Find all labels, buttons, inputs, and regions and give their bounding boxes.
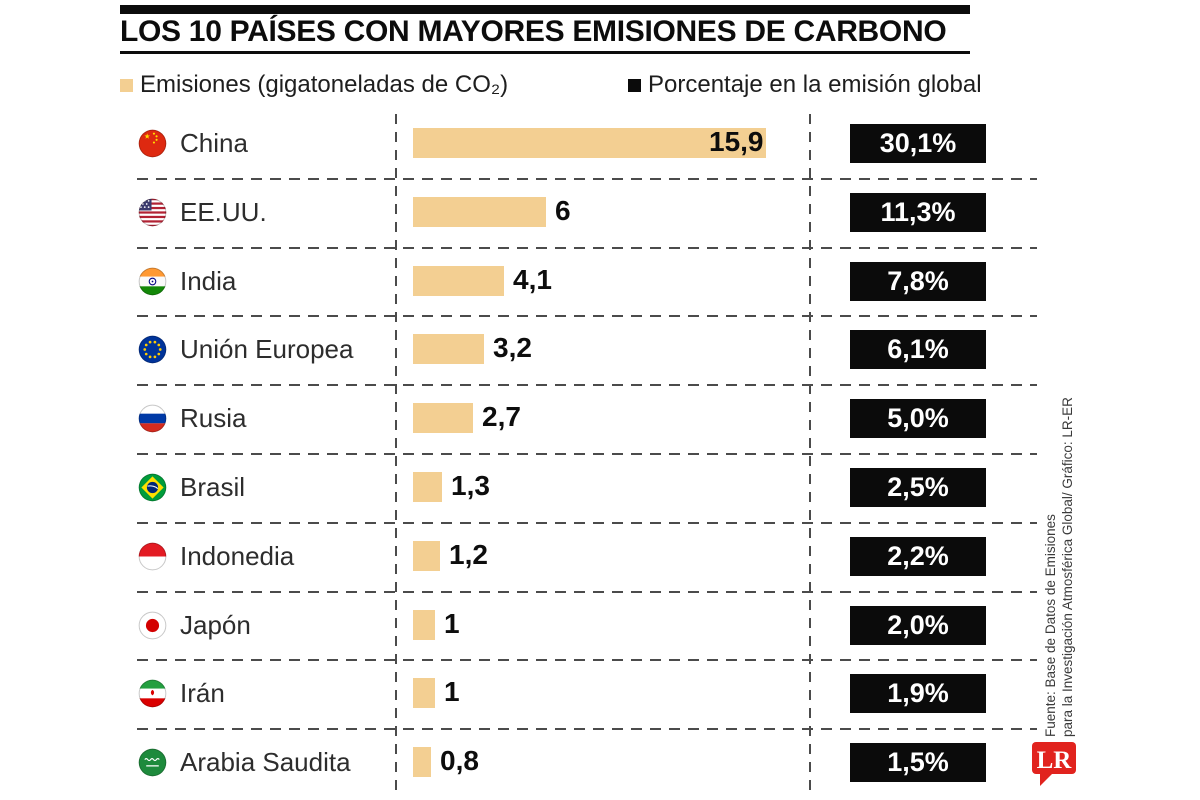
flag-indonesia-icon	[138, 542, 167, 571]
country-row: China 15,9 30,1%	[0, 110, 1200, 179]
country-row: Brasil 1,3 2,5%	[0, 454, 1200, 523]
country-label: Rusia	[180, 403, 247, 434]
emissions-value: 3,2	[493, 332, 532, 364]
emissions-bar	[413, 403, 473, 434]
emissions-value: 6	[555, 194, 571, 226]
country-row: Indonedia 1,2 2,2%	[0, 523, 1200, 592]
badge-axis-dashed-line	[809, 114, 811, 798]
country-row: Unión Europea 3,2 6,1%	[0, 316, 1200, 385]
percent-swatch-icon	[628, 78, 641, 92]
emissions-bar	[413, 540, 440, 571]
percent-badge: 2,5%	[850, 468, 986, 507]
emissions-value: 4,1	[513, 263, 552, 295]
emissions-value: 2,7	[482, 401, 521, 433]
source-credit: Fuente: Base de Datos de Emisiones para …	[1042, 397, 1076, 737]
country-row: Irán 1 1,9%	[0, 660, 1200, 729]
emissions-bar	[413, 265, 504, 296]
emissions-bar	[413, 678, 435, 709]
flag-india-icon	[138, 267, 167, 296]
emissions-value: 1,3	[451, 470, 490, 501]
row-separator	[137, 453, 1037, 455]
emissions-value: 0,8	[440, 745, 479, 777]
percent-badge: 2,0%	[850, 605, 986, 645]
country-label: Japón	[180, 609, 251, 640]
lr-logo-text: LR	[1037, 747, 1073, 774]
emissions-value: 1	[444, 607, 460, 639]
flag-china-icon	[138, 129, 167, 158]
country-label: China	[180, 128, 248, 158]
country-row: Arabia Saudita 0,8 1,5%	[0, 729, 1200, 798]
percent-badge: 1,5%	[850, 743, 986, 783]
country-row: EE.UU. 6 11,3%	[0, 179, 1200, 248]
row-separator	[137, 728, 1037, 731]
country-label: Irán	[180, 678, 225, 709]
row-separator	[137, 177, 1037, 180]
percent-badge: 11,3%	[850, 192, 986, 232]
percent-badge: 2,2%	[850, 536, 986, 576]
country-label: EE.UU.	[180, 196, 267, 227]
legend-label-emissions: Emisiones (gigatoneladas de CO₂)	[140, 71, 509, 98]
flag-usa-icon	[138, 198, 167, 227]
row-separator	[137, 384, 1037, 387]
flag-japan-icon	[138, 611, 167, 640]
source-line-2: para la Investigación Atmosférica Global…	[1060, 397, 1075, 737]
page-title: LOS 10 PAÍSES CON MAYORES EMISIONES DE C…	[120, 15, 947, 48]
emissions-swatch-icon	[120, 78, 133, 92]
country-label: India	[180, 265, 237, 296]
emissions-bar	[413, 334, 484, 365]
row-separator	[137, 659, 1037, 662]
country-label: Indonedia	[180, 540, 295, 571]
percent-badge: 1,9%	[850, 674, 986, 714]
country-row: India 4,1 7,8%	[0, 248, 1200, 317]
row-separator	[137, 246, 1037, 249]
title-bottom-rule	[120, 51, 970, 54]
emissions-bar	[413, 609, 435, 640]
flag-russia-icon	[138, 404, 167, 433]
country-row: Japón 1 2,0%	[0, 592, 1200, 661]
flag-brazil-icon	[138, 473, 167, 502]
row-separator	[137, 315, 1037, 318]
emissions-bar	[413, 472, 442, 502]
emissions-bar	[413, 747, 431, 778]
row-separator	[137, 590, 1037, 593]
emissions-value: 1,2	[449, 538, 488, 570]
emissions-value: 15,9	[709, 126, 764, 157]
country-label: Arabia Saudita	[180, 747, 351, 778]
legend-item-emissions: Emisiones (gigatoneladas de CO₂)	[120, 70, 508, 100]
legend-item-percent: Porcentaje en la emisión global	[628, 70, 982, 100]
percent-badge: 5,0%	[850, 399, 986, 439]
flag-saudi-arabia-icon	[138, 748, 167, 777]
source-line-1: Fuente: Base de Datos de Emisiones	[1043, 514, 1058, 737]
percent-badge: 30,1%	[850, 124, 986, 163]
emissions-bar	[413, 196, 546, 227]
emissions-value: 1	[444, 676, 460, 708]
title-top-rule	[120, 5, 970, 14]
percent-badge: 7,8%	[850, 261, 986, 301]
lr-logo: LR	[1032, 742, 1076, 786]
flag-eu-icon	[138, 335, 167, 364]
row-separator	[137, 521, 1037, 524]
flag-iran-icon	[138, 679, 167, 708]
country-row: Rusia 2,7 5,0%	[0, 385, 1200, 454]
emissions-bar	[413, 128, 766, 158]
country-label: Unión Europea	[180, 334, 354, 365]
legend-label-percent: Porcentaje en la emisión global	[648, 71, 982, 98]
country-label: Brasil	[180, 472, 246, 502]
bar-axis-dashed-line	[395, 114, 397, 798]
percent-badge: 6,1%	[850, 330, 986, 370]
